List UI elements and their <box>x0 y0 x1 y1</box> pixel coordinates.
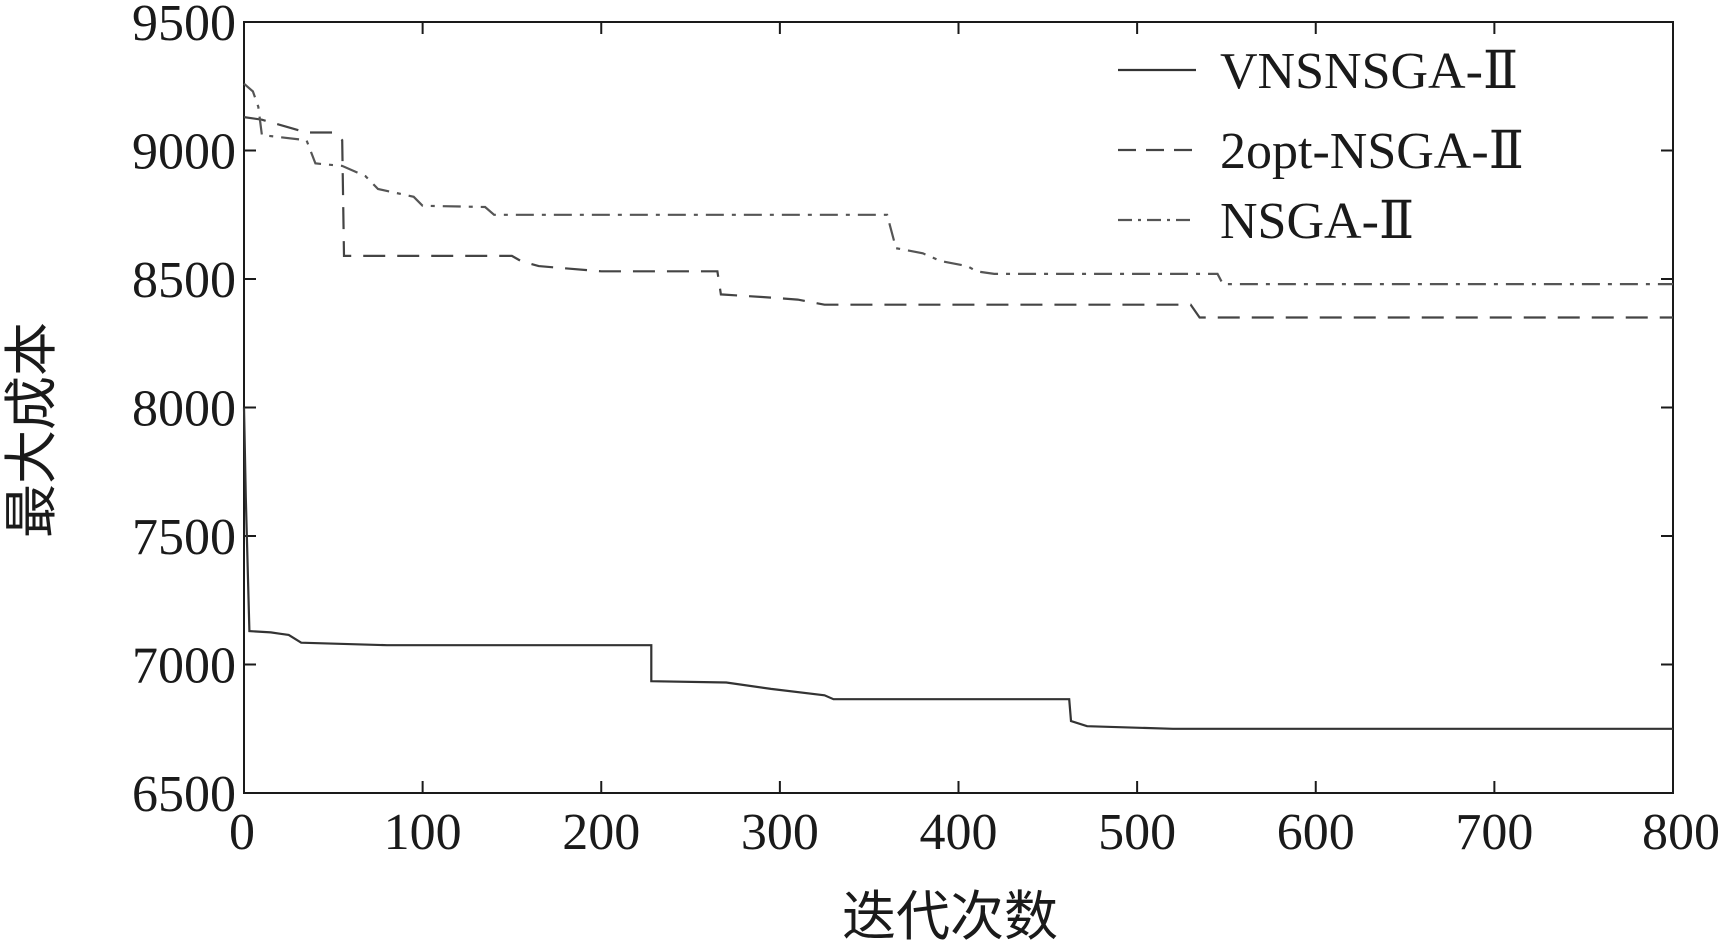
x-axis-title: 迭代次数 <box>842 885 1058 948</box>
y-tick-label: 7000 <box>132 638 236 695</box>
legend-label-1: VNSNSGA-Ⅱ <box>1220 43 1518 100</box>
y-tick-label: 7500 <box>132 509 236 566</box>
y-tick-label: 9500 <box>132 0 236 52</box>
x-tick-label: 600 <box>1277 804 1355 861</box>
legend: VNSNSGA-Ⅱ 2opt-NSGA-Ⅱ NSGA-Ⅱ <box>1118 43 1524 250</box>
x-tick-label: 200 <box>562 804 640 861</box>
y-axis-title: 最大成本 <box>0 322 63 538</box>
legend-label-2: 2opt-NSGA-Ⅱ <box>1220 123 1524 180</box>
x-tick-label: 500 <box>1098 804 1176 861</box>
y-tick-label: 8500 <box>132 252 236 309</box>
y-tick-label: 6500 <box>132 766 236 823</box>
x-tick-label: 800 <box>1642 804 1720 861</box>
x-tick-label: 400 <box>920 804 998 861</box>
legend-label-3: NSGA-Ⅱ <box>1220 193 1414 250</box>
axes: 0 100 200 300 400 500 600 700 800 6500 7000 7500 800… <box>132 0 1720 861</box>
series-line-1 <box>242 407 1673 730</box>
x-tick-label: 700 <box>1455 804 1533 861</box>
x-tick-label: 100 <box>384 804 462 861</box>
series-line-2 <box>243 116 1673 319</box>
series-line-3 <box>243 82 1673 286</box>
x-tick-label: 0 <box>229 804 255 861</box>
plot-series <box>242 82 1673 730</box>
y-tick-label: 8000 <box>132 381 236 438</box>
y-tick-label: 9000 <box>132 124 236 181</box>
x-tick-label: 300 <box>741 804 819 861</box>
